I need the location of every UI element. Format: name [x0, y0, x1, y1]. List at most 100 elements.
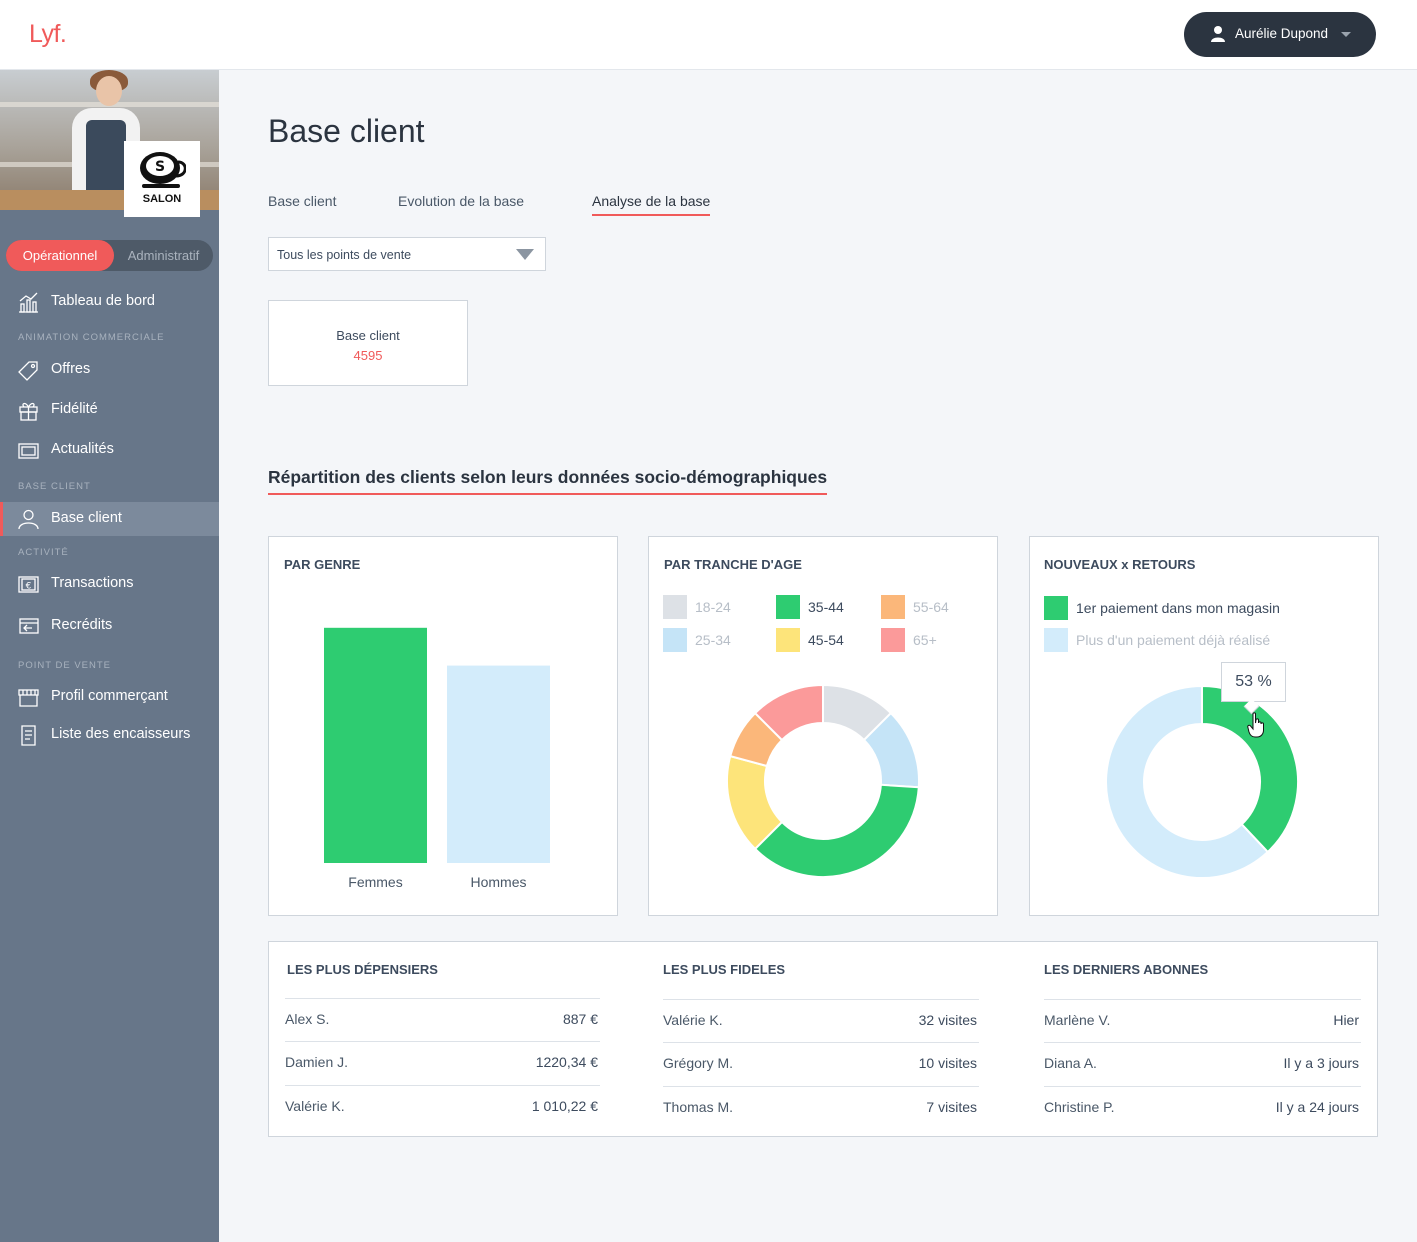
app-logo[interactable]: Lyf. [29, 20, 67, 48]
sidebar-item-actualites[interactable]: Actualités [0, 433, 219, 467]
select-value: Tous les points de vente [277, 248, 412, 262]
row-value: 32 visites [918, 1012, 977, 1028]
sidebar-item-transactions[interactable]: € Transactions [0, 567, 219, 601]
donut-slice-2[interactable] [753, 783, 920, 878]
kpi-card: Base client 4595 [268, 300, 468, 386]
tab-base-client[interactable]: Base client [268, 193, 337, 209]
sidebar-item-profil-commercant[interactable]: Profil commerçant [0, 680, 219, 714]
store-photo [0, 70, 219, 210]
age-donut-chart [726, 683, 920, 878]
list-row[interactable]: Alex S. 887 € [285, 998, 600, 1041]
section-title: Répartition des clients selon leurs donn… [268, 467, 828, 495]
kpi-label: Base client [336, 328, 400, 343]
legend-label: Plus d'un paiement déjà réalisé [1076, 632, 1271, 648]
list-title-depensiers: LES PLUS DÉPENSIERS [287, 962, 438, 977]
legend-label: 18-24 [695, 599, 731, 615]
card-nouveaux-retours: NOUVEAUX x RETOURS 1er paiement dans mon… [1029, 536, 1379, 916]
section-base-client: BASE CLIENT [18, 481, 91, 492]
chevron-down-icon [1341, 32, 1351, 37]
point-de-vente-select[interactable]: Tous les points de vente [268, 237, 546, 271]
section-point-de-vente: POINT DE VENTE [18, 660, 112, 671]
row-value: Il y a 3 jours [1283, 1055, 1359, 1071]
legend-swatch [881, 595, 905, 619]
card-par-tranche-age: PAR TRANCHE D'AGE 18-24 25-34 35-44 45-54 55… [648, 536, 998, 916]
legend-label: 65+ [913, 632, 937, 648]
sidebar-item-base-client[interactable]: Base client [0, 502, 219, 536]
sidebar-item-fidelite[interactable]: Fidélité [0, 393, 219, 427]
legend-swatch [1044, 596, 1068, 620]
list-row[interactable]: Valérie K. 32 visites [663, 999, 979, 1042]
sidebar-item-offres[interactable]: Offres [0, 353, 219, 387]
refund-icon [19, 618, 39, 634]
nr-donut-chart [1105, 684, 1299, 879]
legend-swatch [663, 595, 687, 619]
kpi-value: 4595 [353, 348, 383, 363]
sidebar-item-label: Base client [51, 510, 122, 526]
gift-icon [19, 402, 38, 421]
bar-femmes[interactable] [324, 627, 427, 863]
list-icon [21, 725, 36, 746]
store-logo: S SALON [124, 141, 200, 217]
legend-swatch [881, 628, 905, 652]
row-value: Il y a 24 jours [1275, 1099, 1359, 1115]
toggle-operationnel[interactable]: Opérationnel [6, 240, 114, 271]
sidebar-item-label: Fidélité [51, 401, 98, 417]
legend-label: 1er paiement dans mon magasin [1076, 600, 1280, 616]
chevron-down-icon [516, 249, 534, 260]
user-icon [18, 509, 39, 530]
list-row[interactable]: Thomas M. 7 visites [663, 1086, 979, 1129]
svg-text:€: € [26, 582, 32, 592]
gender-bar-chart: Femmes Hommes [324, 627, 550, 890]
chart-tooltip: 53 % [1221, 662, 1286, 702]
row-value: 10 visites [918, 1055, 977, 1071]
donut-slice-1[interactable] [1105, 684, 1270, 879]
user-menu-button[interactable]: Aurélie Dupond [1184, 12, 1376, 57]
list-row[interactable]: Grégory M. 10 visites [663, 1042, 979, 1085]
euro-icon: € [18, 576, 39, 593]
chart-title: PAR GENRE [284, 557, 361, 572]
row-name: Grégory M. [663, 1055, 734, 1071]
toggle-administratif[interactable]: Administratif [127, 248, 200, 263]
legend-label: 25-34 [695, 632, 731, 648]
sidebar-item-liste-encaisseurs[interactable]: Liste des encaisseurs [0, 718, 219, 752]
list-title-fideles: LES PLUS FIDELES [663, 962, 786, 977]
donut-slice-0[interactable] [1201, 684, 1299, 854]
card-top-lists: LES PLUS DÉPENSIERS LES PLUS FIDELES LES… [268, 941, 1378, 1137]
row-name: Valérie K. [285, 1098, 345, 1114]
row-value: 887 € [562, 1011, 598, 1027]
list-row[interactable]: Valérie K. 1 010,22 € [285, 1085, 600, 1128]
section-activite: ACTIVITÉ [18, 547, 69, 558]
tab-analyse[interactable]: Analyse de la base [592, 193, 711, 216]
list-row[interactable]: Marlène V. Hier [1044, 999, 1361, 1042]
row-name: Christine P. [1044, 1099, 1115, 1115]
legend-swatch [776, 628, 800, 652]
list-row[interactable]: Christine P. Il y a 24 jours [1044, 1086, 1361, 1129]
sidebar-item-tableau-de-bord[interactable]: Tableau de bord [0, 285, 219, 319]
row-name: Marlène V. [1044, 1012, 1111, 1028]
bar-hommes[interactable] [447, 665, 550, 863]
list-row[interactable]: Diana A. Il y a 3 jours [1044, 1042, 1361, 1085]
row-name: Diana A. [1044, 1055, 1097, 1071]
row-name: Damien J. [285, 1054, 349, 1070]
coffee-cup-icon: S [140, 152, 186, 188]
row-value: 7 visites [926, 1099, 977, 1115]
user-name: Aurélie Dupond [1235, 26, 1329, 41]
mode-toggle[interactable]: Opérationnel Administratif [6, 240, 213, 271]
top-bar: Lyf. Aurélie Dupond [0, 0, 1417, 70]
list-row[interactable]: Damien J. 1220,34 € [285, 1041, 600, 1084]
news-icon [18, 443, 39, 459]
donut-slice-5[interactable] [753, 683, 824, 742]
svg-text:S: S [155, 159, 165, 175]
sidebar-item-recredits[interactable]: Recrédits [0, 609, 219, 643]
row-name: Thomas M. [663, 1099, 734, 1115]
legend-label: 55-64 [913, 599, 949, 615]
user-icon [1211, 26, 1225, 42]
hand-cursor-icon [1247, 712, 1264, 738]
tab-evolution[interactable]: Evolution de la base [398, 193, 525, 209]
chart-title: PAR TRANCHE D'AGE [664, 557, 802, 572]
row-value: Hier [1333, 1012, 1359, 1028]
legend-swatch [776, 595, 800, 619]
section-animation-commerciale: ANIMATION COMMERCIALE [18, 332, 165, 343]
sidebar-item-label: Profil commerçant [51, 688, 168, 704]
sidebar-item-label: Tableau de bord [51, 293, 155, 309]
